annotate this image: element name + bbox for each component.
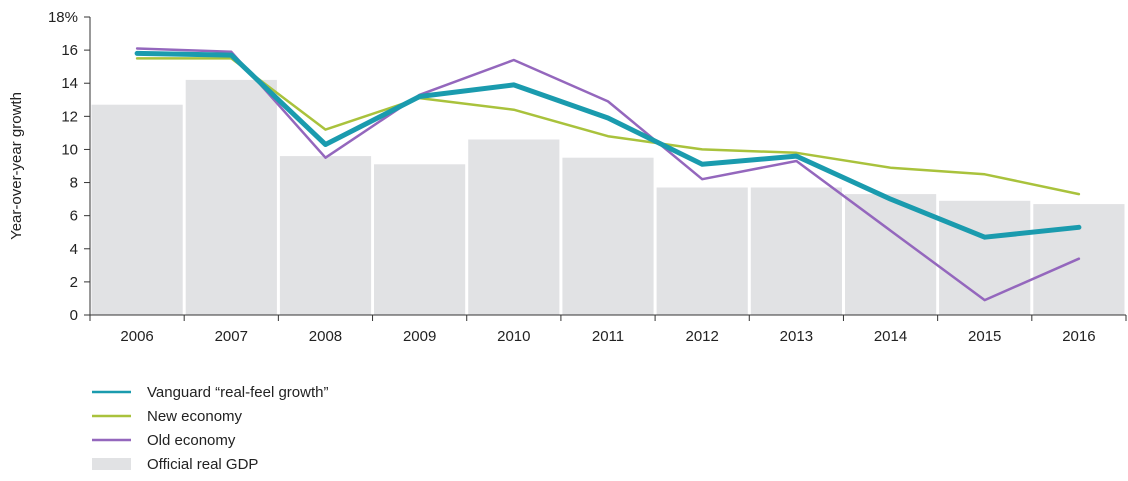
y-tick-label: 6	[70, 208, 78, 225]
bar-2015	[939, 200, 1031, 315]
bars-layer	[91, 79, 1125, 316]
legend-label: New economy	[147, 408, 243, 425]
y-tick-label: 8	[70, 175, 78, 192]
x-tick-label-2009: 2009	[403, 328, 436, 345]
y-tick-label: 18%	[48, 9, 78, 26]
x-tick-label-2007: 2007	[215, 328, 248, 345]
x-tick-label-2013: 2013	[780, 328, 813, 345]
x-tick-label-2006: 2006	[120, 328, 153, 345]
bar-2013	[750, 187, 842, 315]
series-line-1	[135, 47, 1081, 302]
x-tick-label-2011: 2011	[592, 328, 624, 345]
series-line-2	[134, 50, 1082, 240]
legend-label: Official real GDP	[147, 456, 258, 473]
bar-2012	[656, 187, 748, 315]
x-tick-label-2010: 2010	[497, 328, 530, 345]
lines-layer	[134, 47, 1082, 302]
legend-label: Old economy	[147, 432, 236, 449]
series-line-0	[135, 57, 1081, 196]
bar-2008	[279, 156, 372, 315]
y-tick-label: 14	[61, 75, 78, 92]
bar-2010	[468, 139, 560, 315]
bar-2011	[562, 157, 654, 315]
legend: Vanguard “real-feel growth” New economy Ol…	[92, 384, 328, 473]
legend-label: Vanguard “real-feel growth”	[147, 384, 328, 401]
legend-swatch	[92, 458, 131, 470]
x-tick-label-2014: 2014	[874, 328, 907, 345]
x-tick-label-2015: 2015	[968, 328, 1001, 345]
x-tick-label-2012: 2012	[685, 328, 718, 345]
y-tick-label: 4	[70, 241, 78, 258]
y-tick-label: 2	[70, 274, 78, 291]
bar-2006	[91, 104, 183, 315]
y-tick-label: 10	[61, 141, 78, 158]
y-tick-label: 0	[70, 307, 78, 324]
y-tick-label: 12	[61, 108, 78, 125]
y-tick-label: 16	[61, 42, 78, 59]
x-tick-label-2008: 2008	[309, 328, 342, 345]
bar-2009	[374, 164, 466, 315]
x-tick-label-2016: 2016	[1062, 328, 1095, 345]
y-axis-title: Year-over-year growth	[8, 92, 25, 240]
bar-2007	[185, 79, 277, 316]
axis-layer: 0 2 4 6 8 10 12 14 16 18% 2006 2007 2008 2009 2010 2011…	[48, 9, 1127, 345]
